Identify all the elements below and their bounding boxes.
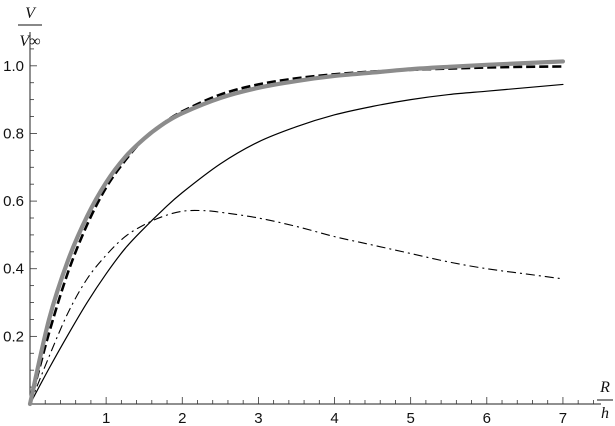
x-tick-label: 4 xyxy=(330,410,338,426)
x-tick-label: 7 xyxy=(559,410,567,426)
x-tick-label: 6 xyxy=(483,410,491,426)
x-axis-label-numerator: R xyxy=(599,379,610,396)
axes: 1 2 3 4 5 6 7 0.2 0.4 0.6 0.8 1.0 xyxy=(3,32,601,426)
series-line-thin-solid xyxy=(29,83,564,405)
x-tick-label: 1 xyxy=(102,410,110,426)
series-group xyxy=(27,59,566,407)
series-line-thick-dashed xyxy=(28,65,563,405)
series-line-dash-dot xyxy=(29,209,564,405)
x-tick-label: 3 xyxy=(254,410,262,426)
x-tick-label: 5 xyxy=(406,410,414,426)
x-axis-label-denominator: h xyxy=(601,405,609,422)
series-line-thick-gray xyxy=(27,59,566,407)
y-axis-label-denominator: V∞ xyxy=(19,33,40,50)
y-tick-label: 0.6 xyxy=(3,193,24,210)
y-tick-label: 1.0 xyxy=(3,58,24,75)
y-tick-label: 0.2 xyxy=(3,328,24,345)
y-tick-label: 0.4 xyxy=(3,261,24,278)
axis-labels: V V∞ R h xyxy=(18,5,613,422)
x-tick-label: 2 xyxy=(178,410,186,426)
y-axis-label-numerator: V xyxy=(25,5,37,22)
y-tick-label: 0.8 xyxy=(3,125,24,142)
